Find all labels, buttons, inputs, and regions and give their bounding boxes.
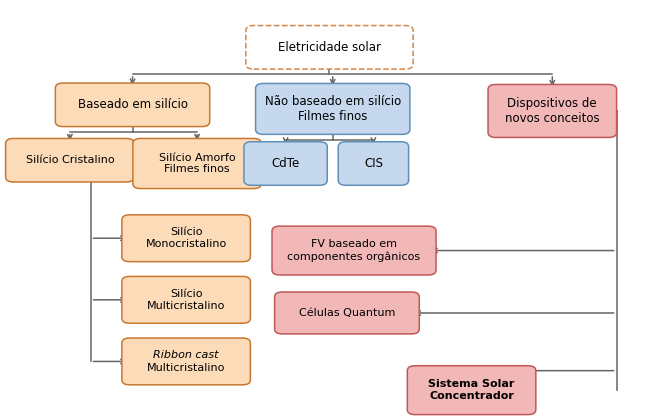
Text: Não baseado em silício
Filmes finos: Não baseado em silício Filmes finos [265, 95, 401, 123]
FancyBboxPatch shape [122, 338, 250, 385]
FancyBboxPatch shape [6, 138, 134, 182]
Text: Células Quantum: Células Quantum [299, 308, 395, 318]
FancyBboxPatch shape [122, 215, 250, 261]
Text: Multicristalino: Multicristalino [147, 363, 225, 373]
Text: CIS: CIS [364, 157, 383, 170]
FancyBboxPatch shape [122, 277, 250, 323]
FancyBboxPatch shape [338, 142, 409, 185]
FancyBboxPatch shape [488, 85, 617, 137]
Text: FV baseado em
componentes orgânicos: FV baseado em componentes orgânicos [287, 240, 420, 261]
FancyBboxPatch shape [407, 366, 536, 415]
FancyBboxPatch shape [275, 292, 419, 334]
Text: Silício
Monocristalino: Silício Monocristalino [146, 228, 227, 249]
Text: CdTe: CdTe [272, 157, 300, 170]
Text: Silício Amorfo
Filmes finos: Silício Amorfo Filmes finos [159, 153, 235, 174]
FancyBboxPatch shape [133, 138, 262, 189]
Text: Eletricidade solar: Eletricidade solar [278, 41, 381, 54]
FancyBboxPatch shape [246, 26, 413, 69]
FancyBboxPatch shape [256, 83, 410, 134]
Text: Ribbon cast: Ribbon cast [154, 350, 219, 360]
FancyBboxPatch shape [55, 83, 210, 127]
Text: Baseado em silício: Baseado em silício [78, 98, 188, 111]
Text: Sistema Solar
Concentrador: Sistema Solar Concentrador [428, 379, 515, 401]
FancyBboxPatch shape [272, 226, 436, 275]
Text: Silício Cristalino: Silício Cristalino [26, 155, 114, 165]
Text: Dispositivos de
novos conceitos: Dispositivos de novos conceitos [505, 97, 600, 125]
Text: Silício
Multicristalino: Silício Multicristalino [147, 289, 225, 310]
FancyBboxPatch shape [244, 142, 328, 185]
